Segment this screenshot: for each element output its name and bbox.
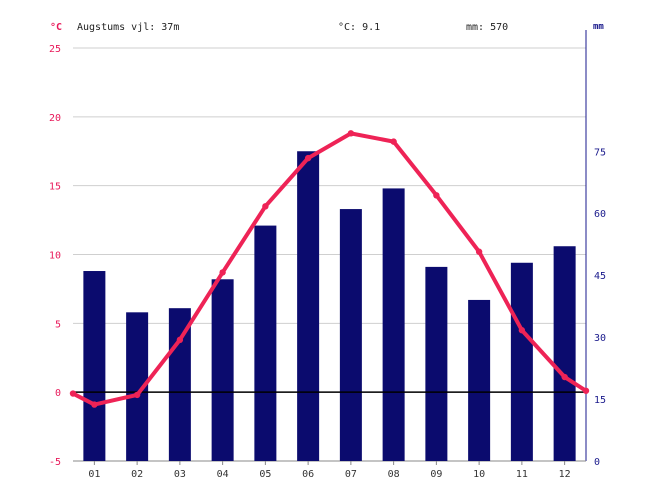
right-tick-label: 30 <box>594 333 606 344</box>
temperature-point <box>475 248 483 255</box>
left-tick-label: 15 <box>49 182 61 193</box>
x-tick-label: 03 <box>174 469 186 480</box>
temperature-point <box>69 390 77 397</box>
temperature-point <box>518 327 526 334</box>
left-tick-label: 5 <box>55 319 61 330</box>
left-tick-label: 25 <box>49 44 61 55</box>
left-axis-unit: °C <box>50 22 63 33</box>
left-tick-label: -5 <box>49 457 61 468</box>
x-tick-label: 10 <box>473 469 485 480</box>
precip-bar <box>254 225 277 461</box>
temperature-point <box>433 192 440 199</box>
temperature-point <box>133 391 141 399</box>
precip-bar <box>425 266 448 461</box>
x-tick-label: 11 <box>516 469 528 480</box>
x-tick-label: 05 <box>259 469 271 480</box>
x-tick-label: 08 <box>388 469 400 480</box>
right-tick-label: 0 <box>594 457 600 468</box>
temperature-point <box>176 336 184 344</box>
precip-bar <box>382 188 405 462</box>
left-tick-label: 10 <box>49 251 61 262</box>
precip-bar <box>510 262 533 461</box>
temperature-point <box>390 138 397 145</box>
right-tick-label: 45 <box>594 271 606 282</box>
x-tick-label: 01 <box>88 469 100 480</box>
precip-bar <box>468 299 491 461</box>
right-axis-unit: mm <box>593 22 604 32</box>
temperature-point <box>91 401 98 408</box>
mean-temp-label: °C: 9.1 <box>338 22 381 33</box>
x-tick-label: 07 <box>345 469 357 480</box>
x-tick-label: 06 <box>302 469 314 480</box>
precip-bar <box>83 271 106 461</box>
total-precip-label: mm: 570 <box>466 22 509 33</box>
precip-bar <box>211 279 234 461</box>
precip-bar <box>339 209 362 461</box>
precip-bar <box>297 151 320 461</box>
temperature-point <box>219 269 226 276</box>
precip-bar <box>126 312 149 461</box>
x-tick-label: 12 <box>559 469 571 480</box>
left-tick-label: 20 <box>49 113 61 124</box>
x-tick-label: 09 <box>430 469 442 480</box>
left-tick-label: 0 <box>55 388 61 399</box>
temperature-point <box>561 373 568 381</box>
right-tick-label: 60 <box>594 209 606 220</box>
temperature-point <box>347 130 355 137</box>
temperature-point <box>582 387 590 394</box>
elevation-label: Augstums vjl: 37m <box>77 22 180 33</box>
x-tick-label: 02 <box>131 469 143 480</box>
right-tick-label: 15 <box>594 395 606 406</box>
temperature-line <box>71 131 588 407</box>
precip-bar <box>553 246 576 461</box>
right-tick-label: 75 <box>594 147 606 158</box>
temperature-point <box>262 203 269 210</box>
x-tick-label: 04 <box>217 469 229 480</box>
temperature-point <box>304 154 312 162</box>
